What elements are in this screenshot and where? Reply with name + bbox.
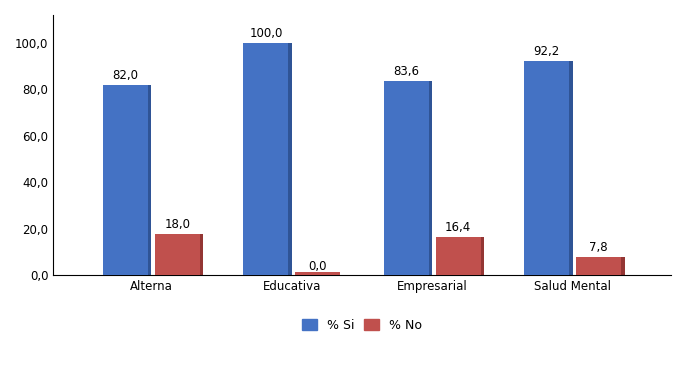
Text: 92,2: 92,2 bbox=[534, 45, 560, 58]
Bar bbox=[288, 43, 292, 275]
Text: 16,4: 16,4 bbox=[445, 221, 471, 234]
Bar bbox=[384, 81, 429, 275]
Bar bbox=[621, 257, 624, 275]
Bar bbox=[244, 43, 288, 275]
Bar bbox=[429, 81, 432, 275]
Bar bbox=[103, 85, 148, 275]
Bar bbox=[200, 233, 203, 275]
Text: 0,0: 0,0 bbox=[309, 260, 327, 273]
Bar bbox=[148, 85, 152, 275]
Bar bbox=[155, 233, 200, 275]
Legend: % Si, % No: % Si, % No bbox=[297, 314, 427, 337]
Bar bbox=[569, 61, 573, 275]
Bar bbox=[576, 257, 621, 275]
Bar bbox=[524, 61, 569, 275]
Text: 83,6: 83,6 bbox=[393, 65, 419, 78]
Text: 100,0: 100,0 bbox=[249, 27, 283, 40]
Bar bbox=[296, 272, 340, 275]
Bar bbox=[481, 237, 484, 275]
Bar bbox=[436, 237, 481, 275]
Text: 7,8: 7,8 bbox=[589, 242, 608, 254]
Text: 18,0: 18,0 bbox=[165, 218, 191, 231]
Text: 82,0: 82,0 bbox=[113, 69, 139, 82]
